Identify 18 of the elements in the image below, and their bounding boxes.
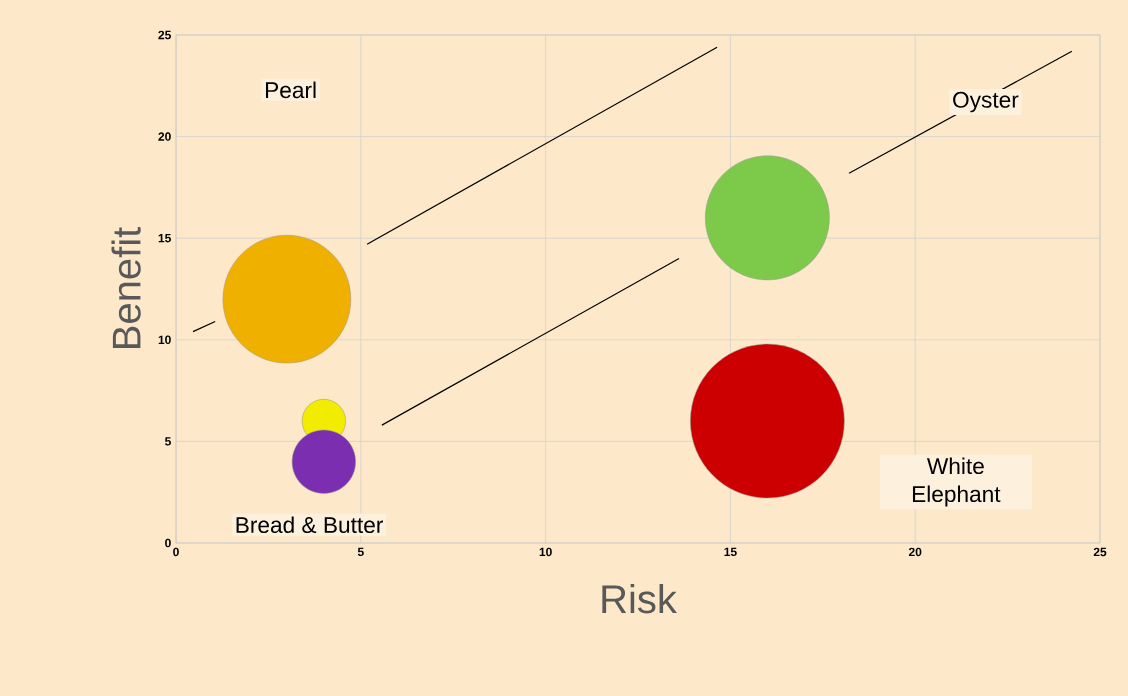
x-tick-label: 10 [539,547,552,557]
y-tick-label: 25 [158,30,171,40]
y-tick-label: 10 [158,335,171,345]
annotation: Oyster [953,91,1019,113]
x-tick-label: 5 [357,547,364,557]
annotation: Bread & Butter [236,516,383,534]
y-tick-label: 20 [158,132,171,141]
x-tick-label: 20 [908,547,922,557]
y-tick-label: 5 [165,437,171,446]
y-axis-title: Benefit [111,227,141,348]
x-tick-label: 0 [173,547,179,557]
x-tick-label: 25 [1093,547,1107,557]
y-tick-label: 15 [158,234,171,243]
annotation: White Elephant [912,457,1001,507]
x-tick-label: 15 [724,547,737,557]
annotation: Pearl [265,81,316,99]
y-tick-label: 0 [165,538,171,548]
x-axis-title: Risk [602,584,677,614]
